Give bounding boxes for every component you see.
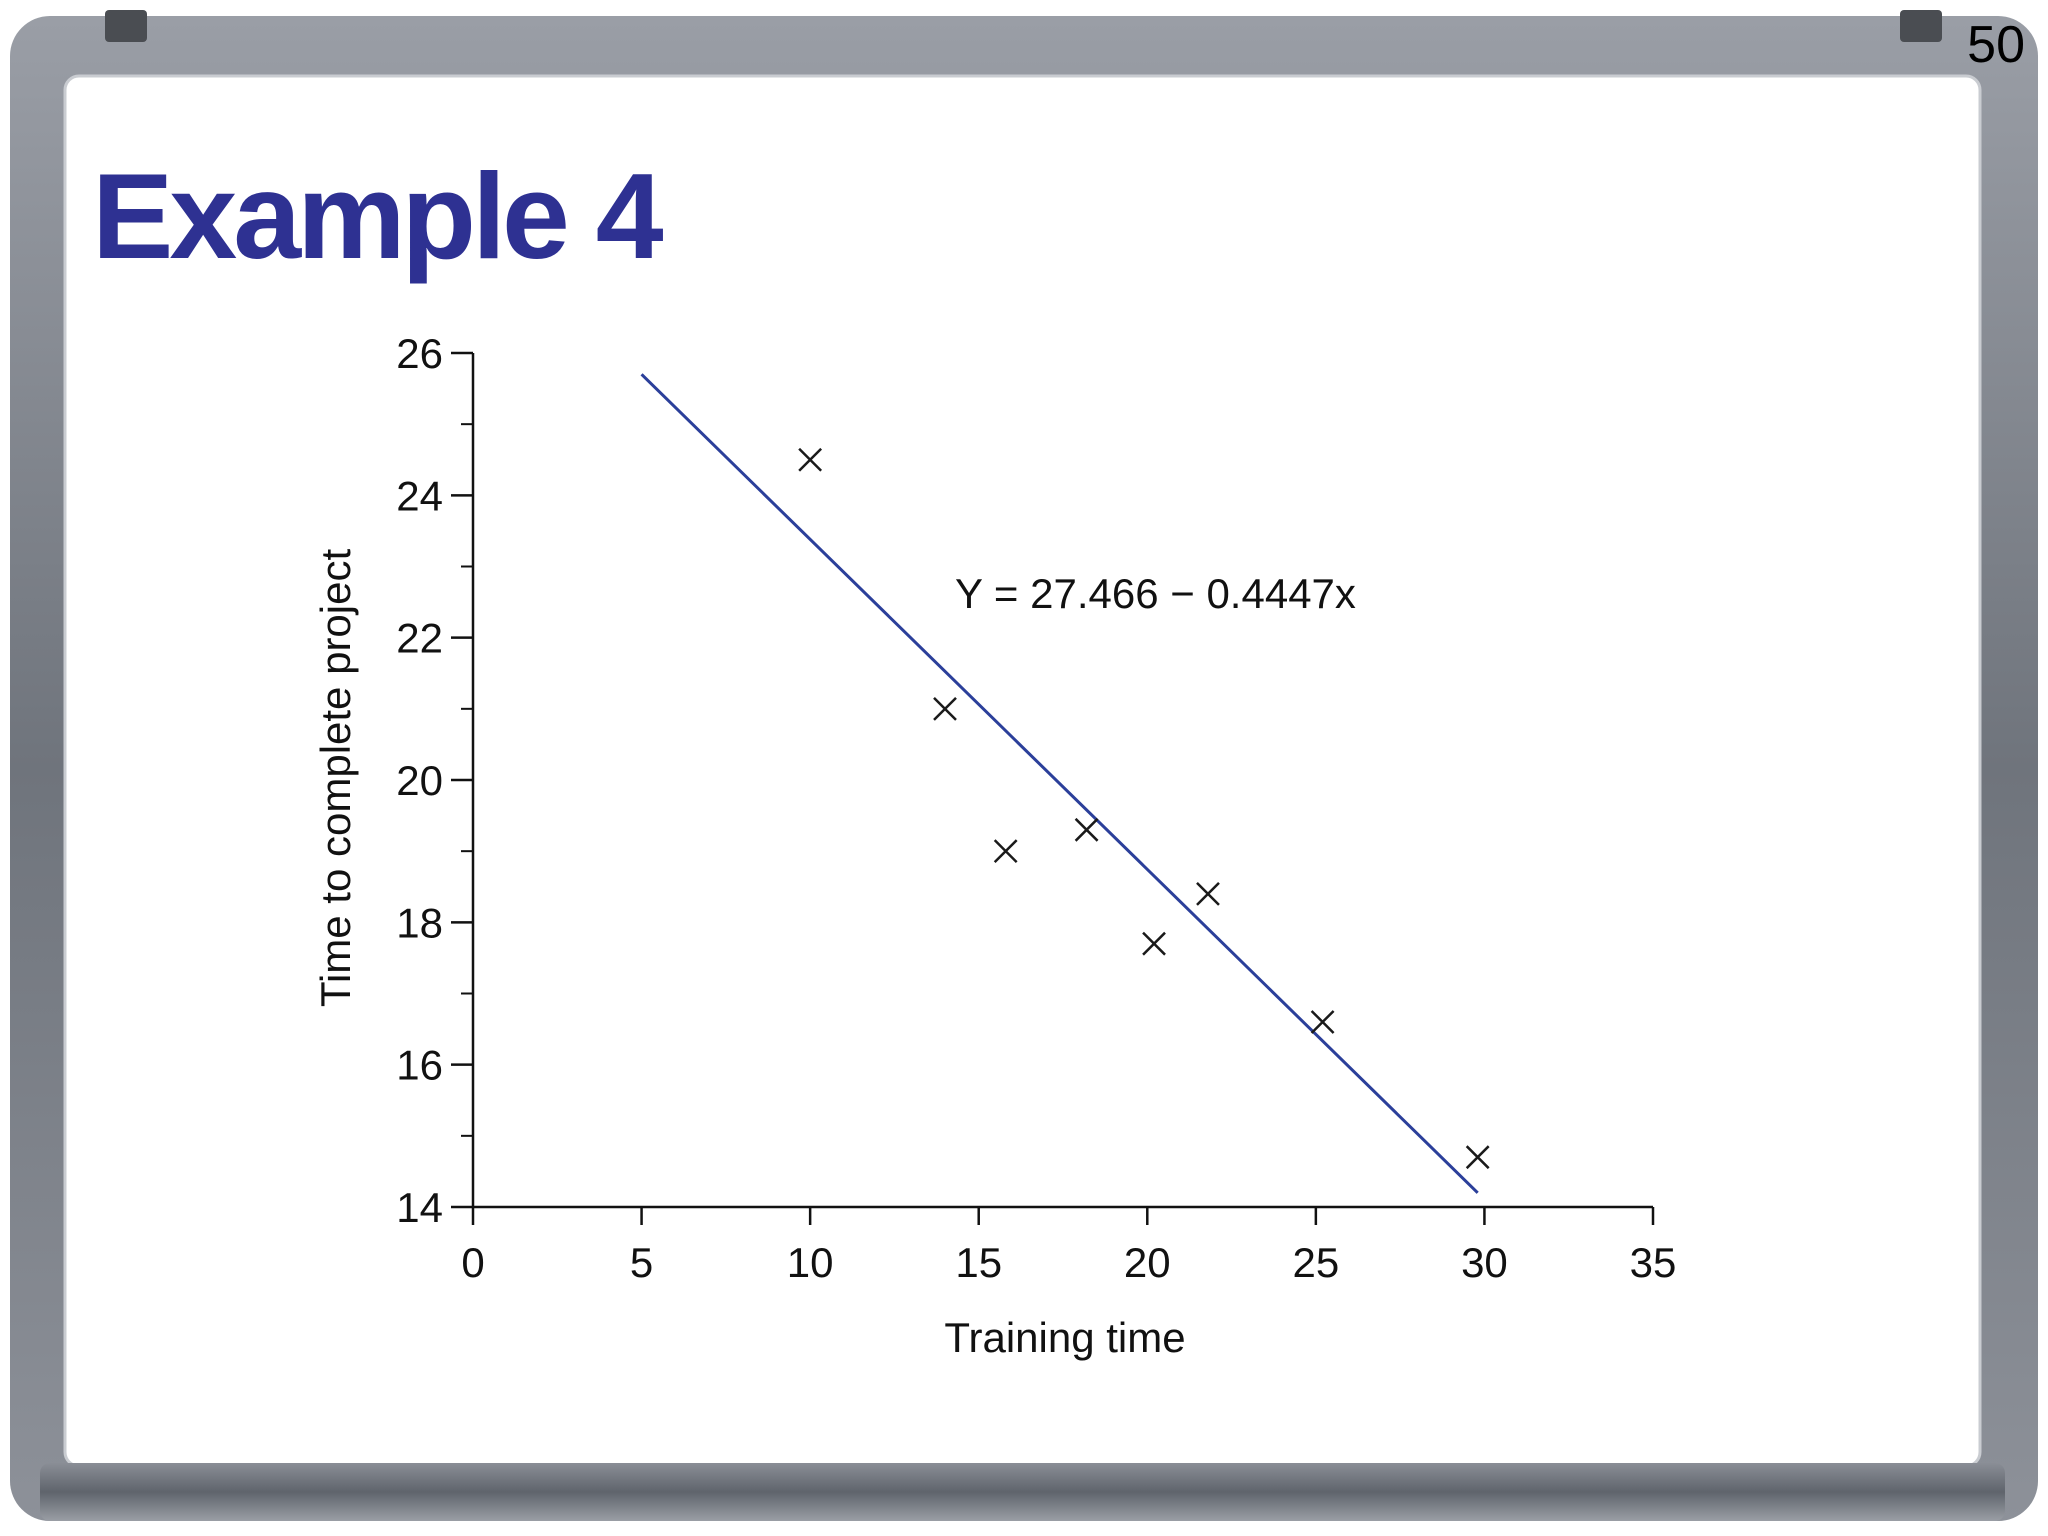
y-tick-label: 20 bbox=[396, 757, 443, 804]
slide-number: 50 bbox=[1967, 16, 2025, 74]
data-point bbox=[993, 839, 1018, 864]
y-tick-label: 14 bbox=[396, 1184, 443, 1231]
board-tray bbox=[40, 1463, 2005, 1521]
y-axis-label: Time to complete project bbox=[312, 549, 359, 1008]
board-clip bbox=[105, 10, 147, 42]
x-tick-label: 35 bbox=[1630, 1239, 1677, 1286]
data-point bbox=[1074, 817, 1099, 842]
data-point bbox=[933, 696, 957, 721]
chart: 14 16 18 20 22 24 26 0 5 10 15 20 25 30 35 Training tim… bbox=[312, 330, 1676, 1361]
regression-line bbox=[640, 373, 1479, 1194]
equation-annotation: Y = 27.466 − 0.4447x bbox=[955, 570, 1356, 617]
data-point bbox=[1142, 931, 1166, 956]
slide-title: Example 4 bbox=[92, 148, 664, 284]
data-point bbox=[1465, 1145, 1490, 1170]
y-tick-label: 22 bbox=[396, 615, 443, 662]
y-tick-label: 16 bbox=[396, 1042, 443, 1089]
y-tick-label: 18 bbox=[396, 899, 443, 946]
data-point bbox=[1310, 1010, 1335, 1034]
x-tick-label: 25 bbox=[1292, 1239, 1339, 1286]
x-tick-label: 10 bbox=[787, 1239, 834, 1286]
x-axis-label: Training time bbox=[944, 1314, 1185, 1361]
board-clip bbox=[1900, 10, 1942, 42]
x-tick-label: 30 bbox=[1461, 1239, 1508, 1286]
data-point bbox=[1196, 881, 1220, 906]
y-tick-label: 24 bbox=[396, 472, 443, 519]
x-tick-label: 20 bbox=[1124, 1239, 1171, 1286]
data-point bbox=[798, 447, 823, 472]
x-tick-label: 0 bbox=[461, 1239, 484, 1286]
x-tick-label: 15 bbox=[955, 1239, 1002, 1286]
y-tick-label: 26 bbox=[396, 330, 443, 377]
x-tick-label: 5 bbox=[630, 1239, 653, 1286]
